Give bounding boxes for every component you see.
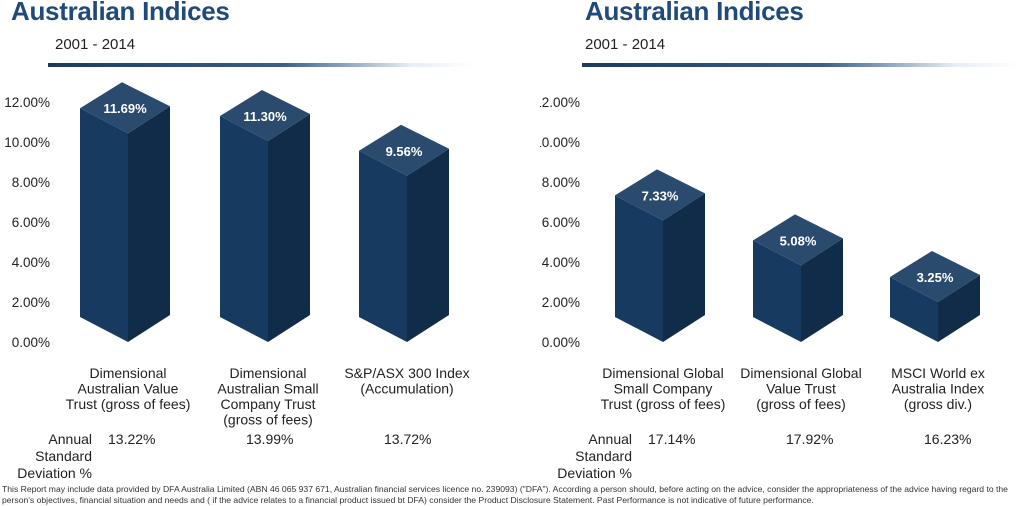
std-dev-label: Annual Standard Deviation % xyxy=(0,431,92,482)
bar-chart-australian: 0.00% 2.00% 4.00% 6.00% 8.00% 10.00% 12.00% 11.… xyxy=(4,82,470,447)
bar xyxy=(80,82,170,342)
bar-value-label: 11.69% xyxy=(103,101,147,116)
std-dev-label-line: Standard xyxy=(35,448,92,464)
bar xyxy=(890,251,980,342)
bar-side-face xyxy=(128,106,170,342)
category-label: Dimensional Australian Value Trust (gross … xyxy=(66,365,191,412)
bar-front-face xyxy=(80,108,128,342)
std-dev-value: 17.14% xyxy=(648,431,695,447)
bar-top-face xyxy=(80,82,170,134)
y-tick-label: 12.00% xyxy=(4,95,50,110)
y-tick-label: 6.00% xyxy=(542,215,580,230)
y-tick-label: 2.00% xyxy=(542,295,580,310)
bar-top-face xyxy=(753,214,843,266)
std-dev-value: 17.92% xyxy=(786,431,833,447)
chart-subtitle: 2001 - 2014 xyxy=(585,36,666,53)
bar xyxy=(615,169,705,342)
category-label: Dimensional Global Value Trust (gross of f… xyxy=(740,365,861,412)
std-dev-label-line: Annual xyxy=(48,431,92,447)
title-underline xyxy=(48,63,476,67)
title-underline xyxy=(582,63,1022,67)
bar-top-face xyxy=(890,251,980,302)
chart-subtitle: 2001 - 2014 xyxy=(55,36,136,53)
bar-top-face xyxy=(220,90,310,141)
bar-side-face xyxy=(407,148,449,342)
y-tick-label: 12.00% xyxy=(540,95,580,110)
left-chart-panel: Australian Indices 2001 - 2014 0.00% 2.00… xyxy=(0,0,500,482)
chart-title: Australian Indices xyxy=(11,0,230,26)
bar-value-label: 11.30% xyxy=(243,109,287,124)
bar xyxy=(220,90,310,342)
bar-side-face xyxy=(663,193,705,342)
category-label: Dimensional Australian Small Company Trust… xyxy=(217,365,318,428)
std-dev-label-line: Annual xyxy=(588,431,632,447)
y-tick-label: 0.00% xyxy=(542,335,580,350)
bar-side-face xyxy=(268,114,310,342)
chart-title: Australian Indices xyxy=(585,0,804,26)
bar-value-label: 5.08% xyxy=(780,233,817,248)
bar-value-label: 7.33% xyxy=(642,188,679,203)
bar-front-face xyxy=(753,240,801,342)
category-label: S&P/ASX 300 Index (Accumulation) xyxy=(344,365,469,397)
category-label: Dimensional Global Small Company Trust (gr… xyxy=(601,365,726,412)
bar-top-face xyxy=(615,169,705,221)
std-dev-label-line: Standard xyxy=(575,448,632,464)
bar-front-face xyxy=(615,195,663,342)
y-tick-label: 10.00% xyxy=(540,135,580,150)
std-dev-label-line: Deviation % xyxy=(17,465,92,481)
std-dev-value: 13.22% xyxy=(108,431,155,447)
bar-value-label: 3.25% xyxy=(917,270,954,285)
bar-front-face xyxy=(220,116,268,342)
std-dev-value: 13.72% xyxy=(384,431,431,447)
category-label: MSCI World ex Australia Index (gross div.) xyxy=(891,365,985,412)
y-tick-label: 4.00% xyxy=(12,255,50,270)
bar xyxy=(753,214,843,342)
bar-side-face xyxy=(801,238,843,342)
bar-top-face xyxy=(359,124,449,176)
std-dev-label: Annual Standard Deviation % xyxy=(540,431,632,482)
bar-front-face xyxy=(359,150,407,342)
disclaimer-text: This Report may include data provided by… xyxy=(2,484,1008,505)
y-tick-label: 2.00% xyxy=(12,295,50,310)
bar-value-label: 9.56% xyxy=(386,144,423,159)
y-tick-label: 10.00% xyxy=(4,135,50,150)
y-tick-label: 8.00% xyxy=(542,175,580,190)
std-dev-label-line: Deviation % xyxy=(557,465,632,481)
bar-front-face xyxy=(890,277,938,342)
std-dev-value: 13.99% xyxy=(246,431,293,447)
bar-side-face xyxy=(938,275,980,342)
bar-chart-global: 0.00% 2.00% 4.00% 6.00% 8.00% 10.00% 12.00% 7.3… xyxy=(540,95,985,447)
std-dev-value: 16.23% xyxy=(924,431,971,447)
y-tick-label: 0.00% xyxy=(12,335,50,350)
bar xyxy=(359,124,449,342)
right-chart-panel: Australian Indices 2001 - 2014 0.00% 2.00… xyxy=(540,0,1024,482)
y-tick-label: 8.00% xyxy=(12,175,50,190)
y-tick-label: 6.00% xyxy=(12,215,50,230)
y-tick-label: 4.00% xyxy=(542,255,580,270)
